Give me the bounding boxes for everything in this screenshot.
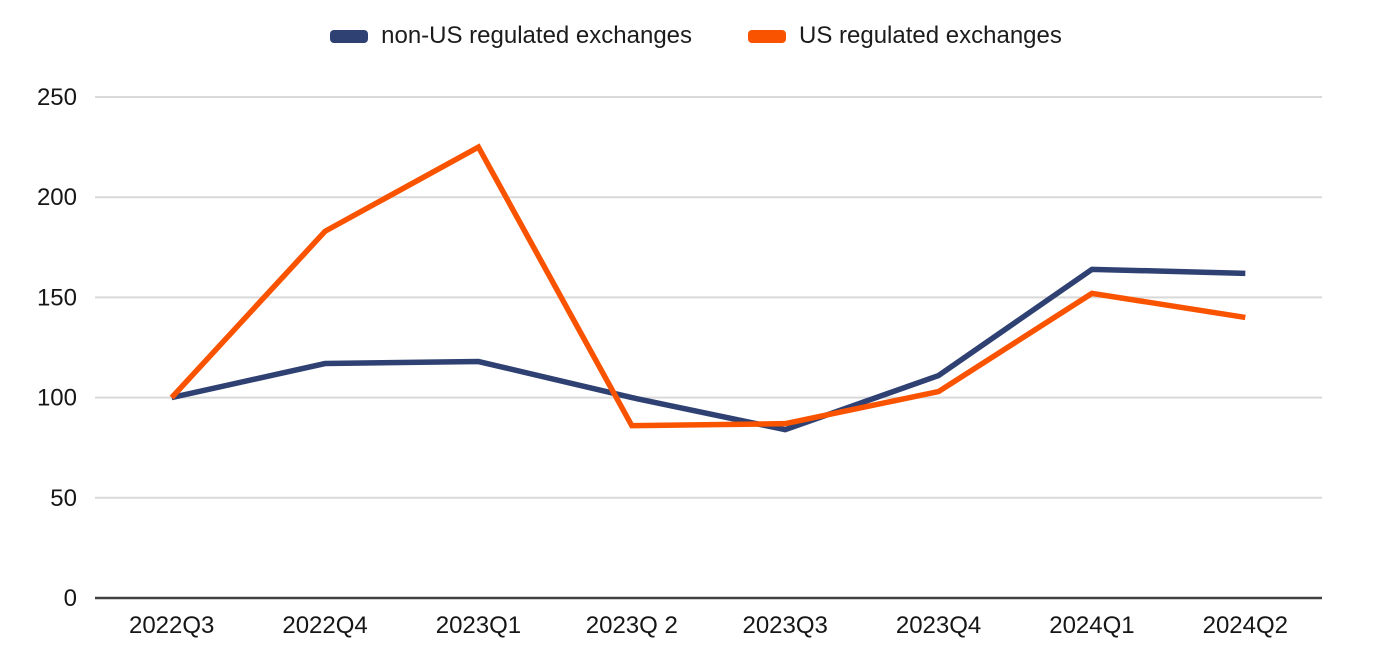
x-tick-label: 2023Q4 <box>896 612 981 639</box>
x-tick-label: 2024Q2 <box>1203 612 1288 639</box>
series-line <box>171 266 1246 433</box>
y-tick-label: 150 <box>37 284 77 311</box>
legend-swatch <box>330 29 369 43</box>
series-line <box>169 143 1246 429</box>
legend-label: non-US regulated exchanges <box>381 22 693 49</box>
legend-item-non-us: non-US regulated exchanges <box>330 22 692 50</box>
chart-legend: non-US regulated exchanges US regulated … <box>0 20 1392 52</box>
x-tick-label: 2023Q3 <box>742 612 827 639</box>
x-tick-label: 2023Q1 <box>436 612 521 639</box>
y-tick-label: 200 <box>37 184 77 211</box>
x-tick-label: 2022Q4 <box>282 612 367 639</box>
legend-item-us: US regulated exchanges <box>748 22 1062 50</box>
x-tick-label: 2023Q 2 <box>586 612 678 639</box>
y-tick-label: 50 <box>50 485 77 512</box>
x-tick-label: 2024Q1 <box>1049 612 1134 639</box>
y-tick-label: 100 <box>37 385 77 412</box>
legend-label: US regulated exchanges <box>799 22 1062 49</box>
legend-swatch <box>748 29 787 43</box>
y-tick-label: 0 <box>64 585 77 612</box>
x-tick-label: 2022Q3 <box>129 612 214 639</box>
y-tick-label: 250 <box>37 84 77 111</box>
